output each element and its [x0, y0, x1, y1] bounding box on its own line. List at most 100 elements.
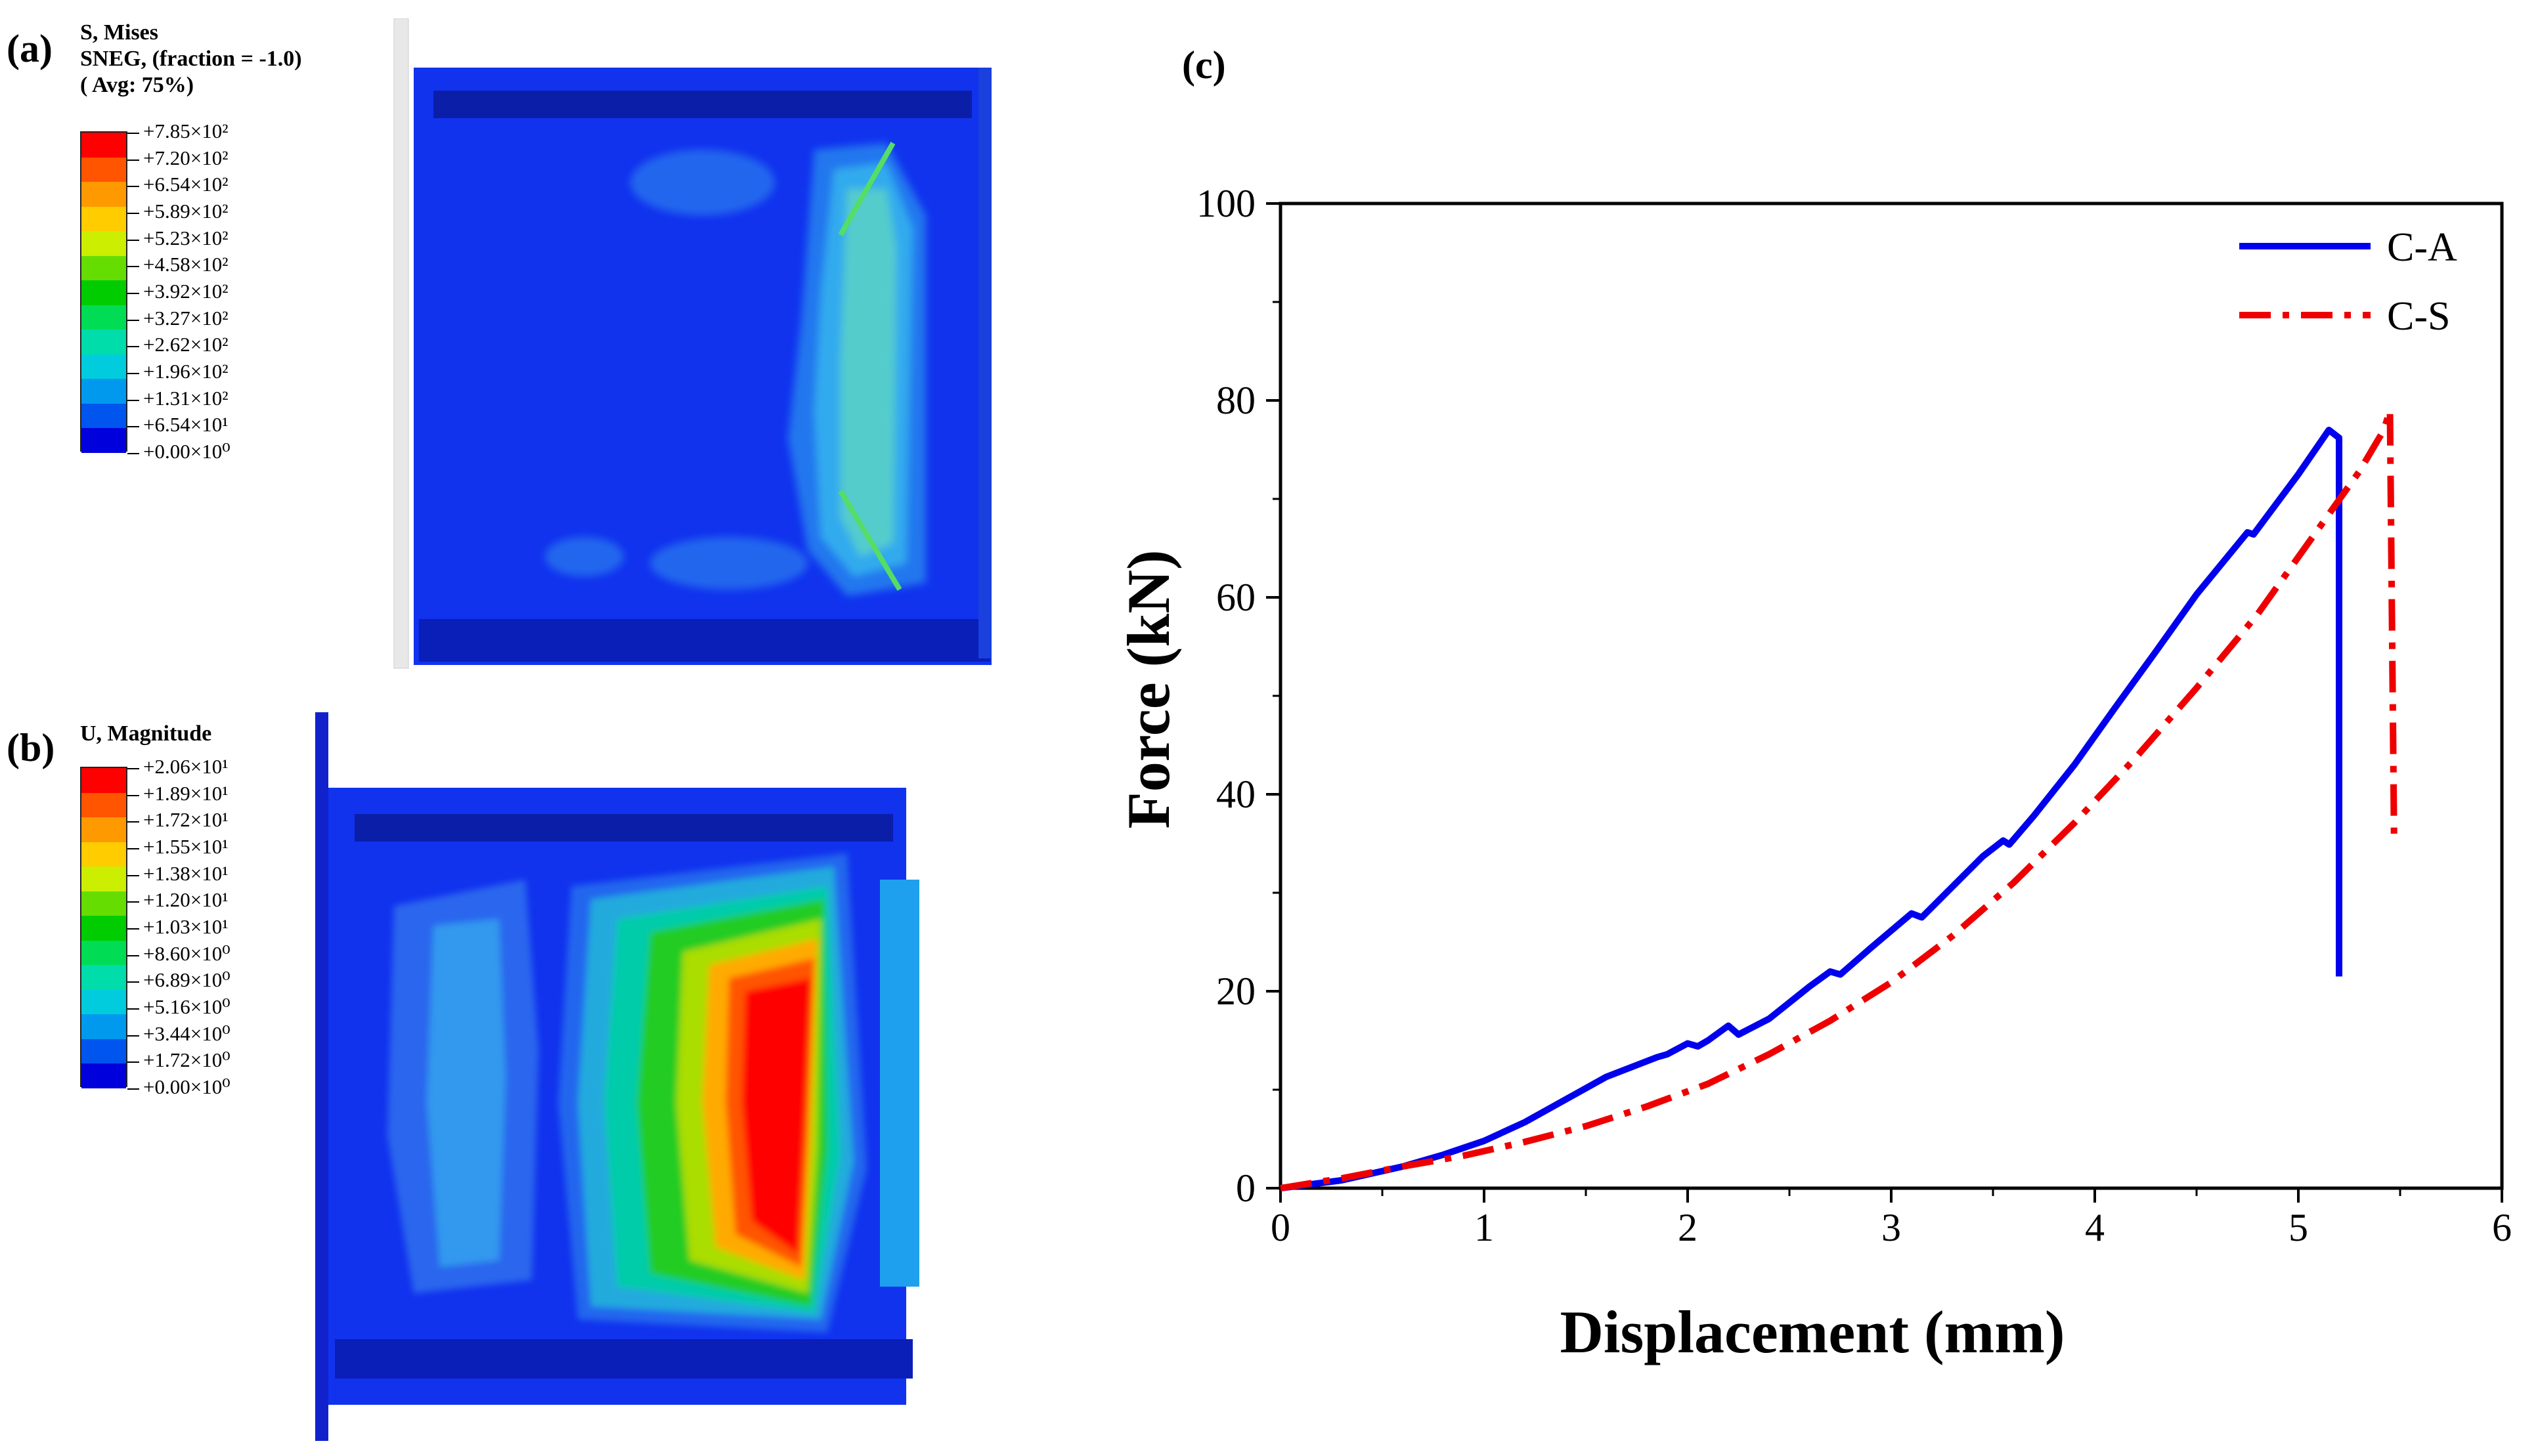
panel-a-crack-bottom — [838, 489, 902, 591]
panel-b-colorbar — [80, 767, 127, 1088]
panel-b-right-plate — [880, 880, 919, 1287]
colorbar-tick-label: +6.89×10⁰ — [127, 968, 230, 992]
y-tick-label: 60 — [1216, 576, 1256, 619]
panel-b-legend-title: U, Magnitude — [80, 721, 211, 747]
colorbar-band — [81, 157, 126, 182]
colorbar-tick-label: +1.72×10⁰ — [127, 1048, 230, 1072]
colorbar-tick-label: +6.54×10² — [127, 173, 229, 196]
colorbar-tick-label: +1.96×10² — [127, 360, 229, 383]
panel-a-mises-stress-contour — [393, 18, 992, 669]
colorbar-band — [81, 1063, 126, 1088]
colorbar-band — [81, 965, 126, 990]
colorbar-tick-label: +4.58×10² — [127, 253, 229, 276]
legend-label-c-a: C-A — [2387, 225, 2457, 270]
x-tick-label: 6 — [2492, 1206, 2512, 1249]
colorbar-tick-label: +0.00×10⁰ — [127, 440, 230, 463]
colorbar-tick-label: +3.27×10² — [127, 307, 229, 330]
y-tick-label: 80 — [1216, 379, 1256, 422]
panel-b-title-line-1: U, Magnitude — [80, 721, 212, 746]
panel-a-patch-1 — [630, 150, 775, 215]
colorbar-band — [81, 1014, 126, 1039]
panel-a-colorbar — [80, 131, 127, 453]
colorbar-tick-label: +2.62×10² — [127, 333, 229, 356]
colorbar-tick-label: +7.20×10² — [127, 146, 229, 170]
x-axis-label: Displacement (mm) — [1560, 1298, 2065, 1365]
panel-b-displacement-contour — [315, 712, 919, 1441]
colorbar-tick-label: +3.44×10⁰ — [127, 1022, 230, 1046]
x-tick-label: 5 — [2288, 1206, 2308, 1249]
colorbar-band — [81, 768, 126, 793]
x-tick-label: 2 — [1678, 1206, 1697, 1249]
y-tick-label: 0 — [1236, 1167, 1256, 1210]
colorbar-band — [81, 231, 126, 256]
colorbar-tick-label: +3.92×10² — [127, 280, 229, 303]
colorbar-tick-label: +7.85×10² — [127, 119, 229, 143]
colorbar-band — [81, 379, 126, 404]
panel-a-top-flange — [433, 91, 972, 118]
y-tick-label: 40 — [1216, 773, 1256, 816]
panel-b-bottom-flange — [335, 1339, 913, 1379]
panel-a-stress-band-inner — [841, 189, 896, 557]
colorbar-band — [81, 182, 126, 207]
x-tick-label: 0 — [1271, 1206, 1290, 1249]
colorbar-tick-label: +1.38×10¹ — [127, 862, 229, 886]
plot-frame — [1279, 202, 2504, 1190]
colorbar-band — [81, 916, 126, 941]
colorbar-band — [81, 989, 126, 1015]
panel-a-title-line-2: SNEG, (fraction = -1.0) — [80, 47, 302, 71]
panel-a-crack-top — [838, 142, 896, 236]
panel-b-contour-peak — [742, 978, 811, 1254]
x-tick-label: 3 — [1881, 1206, 1901, 1249]
colorbar-tick-label: +1.89×10¹ — [127, 782, 229, 805]
colorbar-band — [81, 403, 126, 429]
colorbar-band — [81, 255, 126, 281]
colorbar-tick-label: +6.54×10¹ — [127, 413, 229, 437]
colorbar-tick-label: +5.23×10² — [127, 226, 229, 250]
panel-b-top-flange — [355, 814, 893, 842]
panel-a-patch-3 — [545, 537, 624, 576]
colorbar-tick-label: +8.60×10⁰ — [127, 942, 230, 966]
colorbar-tick-label: +1.72×10¹ — [127, 808, 229, 832]
colorbar-band — [81, 206, 126, 232]
colorbar-tick-label: +1.20×10¹ — [127, 888, 229, 912]
colorbar-tick-label: +0.00×10⁰ — [127, 1075, 230, 1099]
series-line-c-s — [1280, 407, 2398, 1191]
colorbar-band — [81, 940, 126, 966]
panel-b-label: (b) — [7, 726, 55, 769]
series-line-c-a — [1280, 427, 2342, 1191]
y-tick-label: 100 — [1196, 182, 1256, 225]
colorbar-band — [81, 305, 126, 330]
panel-a-patch-2 — [650, 537, 808, 589]
panel-a-side-plate — [978, 68, 992, 658]
panel-a-column-edge — [393, 18, 409, 669]
colorbar-band — [81, 354, 126, 379]
colorbar-tick-label: +5.16×10⁰ — [127, 995, 230, 1019]
colorbar-tick-label: +1.03×10¹ — [127, 915, 229, 939]
colorbar-band — [81, 1038, 126, 1064]
colorbar-band — [81, 133, 126, 158]
panel-c-label: (c) — [1182, 43, 1226, 87]
x-tick-label: 4 — [2085, 1206, 2105, 1249]
legend-label-c-s: C-S — [2387, 294, 2450, 339]
panel-a-title-line-1: S, Mises — [80, 20, 158, 45]
x-tick-label: 1 — [1474, 1206, 1494, 1249]
panel-a-label: (a) — [7, 27, 53, 70]
panel-b-left-post — [315, 712, 328, 1441]
colorbar-tick-label: +1.55×10¹ — [127, 835, 229, 859]
colorbar-tick-label: +2.06×10¹ — [127, 755, 229, 779]
y-axis-label: Force (kN) — [1116, 550, 1182, 829]
y-tick-label: 20 — [1216, 970, 1256, 1013]
colorbar-band — [81, 867, 126, 891]
colorbar-band — [81, 842, 126, 867]
panel-b-left-zone-core — [427, 919, 506, 1267]
colorbar-tick-label: +5.89×10² — [127, 200, 229, 223]
colorbar-band — [81, 330, 126, 354]
panel-a-bottom-flange — [419, 619, 990, 662]
panel-a-title-line-3: ( Avg: 75%) — [80, 73, 194, 97]
colorbar-band — [81, 891, 126, 916]
colorbar-band — [81, 792, 126, 818]
colorbar-tick-label: +1.31×10² — [127, 387, 229, 410]
panel-a-legend-title: S, Mises SNEG, (fraction = -1.0) ( Avg: … — [80, 20, 302, 98]
colorbar-band — [81, 280, 126, 305]
